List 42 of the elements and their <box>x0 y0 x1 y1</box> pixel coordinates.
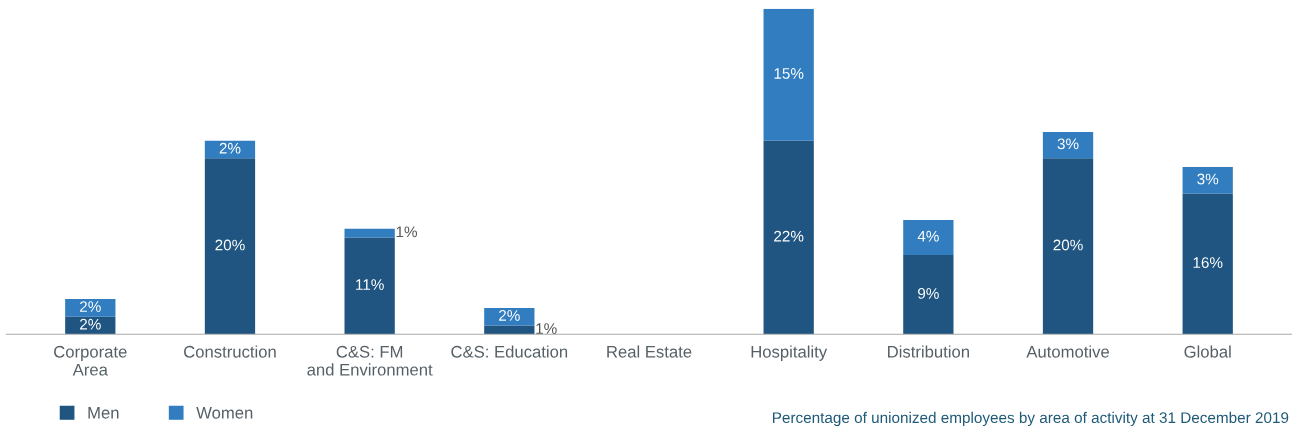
data-label: 1% <box>536 323 557 334</box>
x-tick-label: Real Estate <box>607 345 692 358</box>
x-tick-label: Automotive <box>1026 345 1109 358</box>
bar <box>763 140 814 335</box>
data-label: 2% <box>499 309 520 321</box>
bar <box>763 8 814 141</box>
bar <box>1042 158 1094 335</box>
bar <box>903 255 954 335</box>
bar <box>903 219 954 256</box>
bar <box>484 325 535 335</box>
bar <box>1042 131 1094 159</box>
bar <box>484 307 535 326</box>
x-tick-label: C&S: Education <box>451 345 568 358</box>
x-tick-label: Global <box>1184 345 1231 358</box>
legend-label: Men <box>88 407 119 419</box>
data-label: 16% <box>1193 257 1223 269</box>
x-tick-label: Hospitality <box>751 345 828 361</box>
text: Percentage of unionized employees by area of activity at 31 December 2019 <box>773 411 1289 427</box>
data-label: 11% <box>356 279 384 290</box>
bar <box>344 237 395 335</box>
data-label: 3% <box>1197 173 1219 185</box>
bar <box>204 158 256 335</box>
data-label: 2% <box>219 142 241 154</box>
data-label: 2% <box>80 318 101 330</box>
data-label: 3% <box>1057 138 1079 150</box>
bar <box>1182 193 1233 335</box>
data-label: 15% <box>774 68 804 79</box>
data-label: 9% <box>918 287 939 299</box>
x-tick-label: Corporate Area <box>54 345 127 376</box>
data-label: 20% <box>215 239 245 251</box>
data-label: 2% <box>80 301 101 312</box>
data-label: 20% <box>1053 239 1083 251</box>
data-label: 22% <box>774 230 804 242</box>
bar <box>344 228 395 238</box>
bar <box>65 299 116 317</box>
data-label: 4% <box>917 230 939 242</box>
bar <box>1182 167 1233 194</box>
x-tick-label: C&S: FM and Environment <box>307 345 433 376</box>
data-label: 1% <box>396 226 418 238</box>
x-tick-label: Distribution <box>888 345 969 358</box>
legend-label: Women <box>196 407 253 419</box>
x-tick-label: Construction <box>184 345 276 358</box>
